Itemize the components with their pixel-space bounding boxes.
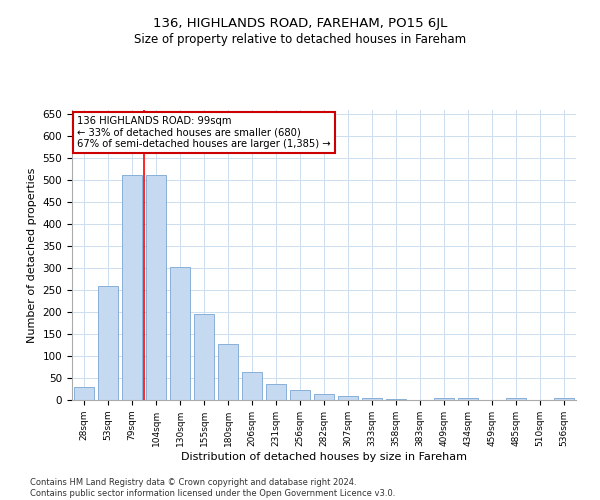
Bar: [458, 398, 478, 400]
Text: 136 HIGHLANDS ROAD: 99sqm
← 33% of detached houses are smaller (680)
67% of semi: 136 HIGHLANDS ROAD: 99sqm ← 33% of detac…: [77, 116, 331, 149]
Bar: [122, 174, 142, 400]
Bar: [266, 384, 286, 400]
X-axis label: Distribution of detached houses by size in Fareham: Distribution of detached houses by size …: [181, 452, 467, 462]
Text: 136, HIGHLANDS ROAD, FAREHAM, PO15 6JL: 136, HIGHLANDS ROAD, FAREHAM, PO15 6JL: [153, 18, 447, 30]
Bar: [338, 396, 358, 400]
Bar: [146, 174, 166, 400]
Bar: [362, 398, 382, 400]
Bar: [194, 314, 214, 400]
Bar: [242, 372, 262, 400]
Bar: [554, 398, 574, 400]
Text: Size of property relative to detached houses in Fareham: Size of property relative to detached ho…: [134, 32, 466, 46]
Bar: [170, 267, 190, 400]
Bar: [290, 390, 310, 400]
Bar: [506, 398, 526, 400]
Bar: [98, 286, 118, 400]
Bar: [218, 344, 238, 400]
Bar: [314, 394, 334, 400]
Bar: [74, 387, 94, 400]
Bar: [434, 398, 454, 400]
Y-axis label: Number of detached properties: Number of detached properties: [27, 168, 37, 342]
Bar: [386, 398, 406, 400]
Text: Contains HM Land Registry data © Crown copyright and database right 2024.
Contai: Contains HM Land Registry data © Crown c…: [30, 478, 395, 498]
